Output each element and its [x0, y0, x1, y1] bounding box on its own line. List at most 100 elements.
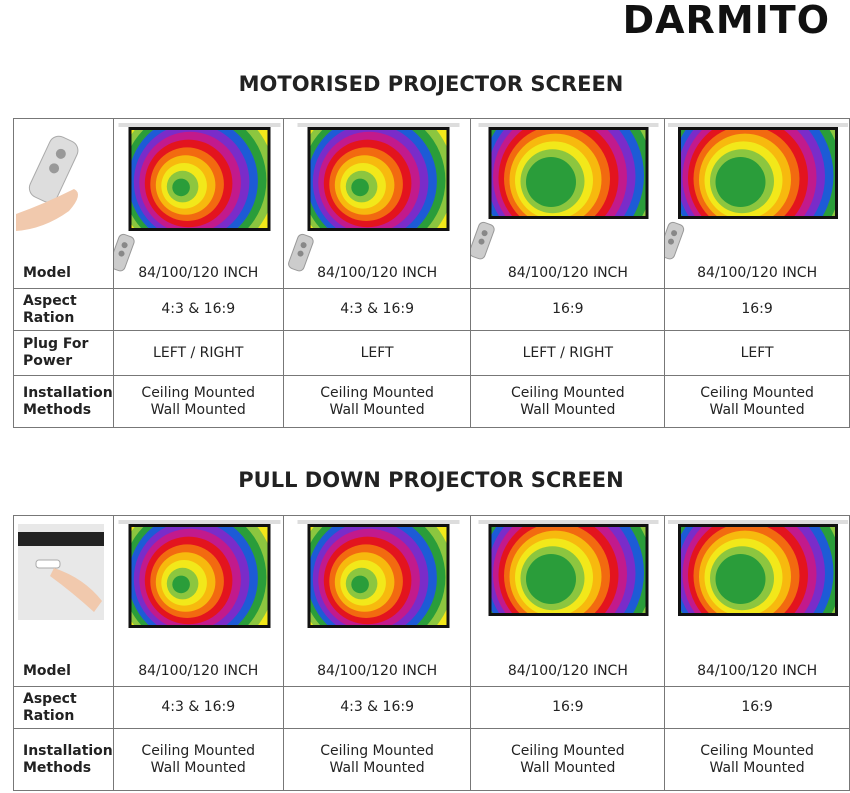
- cell: LEFT / RIGHT: [470, 330, 666, 376]
- cell-text: Ceiling Mounted Wall Mounted: [665, 743, 849, 777]
- cell-text: 84/100/120 INCH: [114, 663, 283, 680]
- cell-line: Ceiling Mounted: [700, 384, 814, 401]
- cell-text: 84/100/120 INCH: [471, 663, 664, 680]
- cell: LEFT / RIGHT: [112, 330, 284, 376]
- cell-line: Ceiling Mounted: [700, 742, 814, 759]
- cell-line: 84/100/120 INCH: [317, 663, 438, 679]
- cell: 4:3 & 16:9: [112, 686, 284, 729]
- cell: 84/100/120 INCH: [470, 118, 666, 289]
- table-row: Aspect Ration 4:3 & 16:9 4:3 & 16:9 16:9 16:…: [13, 686, 850, 729]
- cell-line: 84/100/120 INCH: [138, 663, 259, 679]
- cell-line: 84/100/120 INCH: [697, 663, 818, 679]
- cell-text: 4:3 & 16:9: [114, 301, 283, 318]
- cell-text: Ceiling Mounted Wall Mounted: [665, 385, 849, 419]
- cell-text: 84/100/120 INCH: [114, 265, 283, 282]
- cell-line: 16:9: [552, 699, 584, 715]
- cell: 84/100/120 INCH: [664, 118, 850, 289]
- cell-text: 4:3 & 16:9: [114, 699, 283, 716]
- screen-image: [297, 520, 460, 628]
- screen-image: [478, 520, 659, 616]
- cell: 4:3 & 16:9: [282, 686, 472, 729]
- cell: Ceiling Mounted Wall Mounted: [282, 728, 472, 791]
- cell: Ceiling Mounted Wall Mounted: [664, 728, 850, 791]
- cell: 84/100/120 INCH: [112, 515, 284, 687]
- remote-image: [16, 135, 79, 231]
- table-row: Installation Methods Ceiling Mounted Wall …: [13, 375, 850, 428]
- cell-line: Wall Mounted: [329, 759, 425, 776]
- cell-line: 4:3 & 16:9: [340, 699, 414, 715]
- cell: LEFT: [282, 330, 472, 376]
- table-row: Plug For Power LEFT / RIGHT LEFT LEFT / RIG…: [13, 330, 850, 376]
- cell: Ceiling Mounted Wall Mounted: [112, 375, 284, 428]
- cell-text: 16:9: [665, 301, 849, 318]
- cell: Ceiling Mounted Wall Mounted: [470, 375, 666, 428]
- cell-line: 84/100/120 INCH: [317, 265, 438, 281]
- pull-image: [18, 524, 104, 620]
- row-label-text: Model: [23, 265, 71, 281]
- cell-text: Ceiling Mounted Wall Mounted: [114, 743, 283, 777]
- cell: 4:3 & 16:9: [112, 288, 284, 331]
- cell-text: LEFT / RIGHT: [114, 345, 283, 362]
- table-row: Installation Methods Ceiling Mounted Wall …: [13, 728, 850, 791]
- cell: 16:9: [664, 288, 850, 331]
- cell-line: LEFT / RIGHT: [522, 344, 614, 361]
- cell: 84/100/120 INCH: [112, 118, 284, 289]
- cell-line: Ceiling Mounted: [320, 742, 434, 759]
- cell: Ceiling Mounted Wall Mounted: [282, 375, 472, 428]
- cell-line: Wall Mounted: [709, 759, 805, 776]
- cell-line: 4:3 & 16:9: [161, 301, 236, 317]
- cell: LEFT: [664, 330, 850, 376]
- cell-text: 84/100/120 INCH: [284, 663, 471, 680]
- cell-text: 4:3 & 16:9: [284, 301, 471, 318]
- cell-text: 16:9: [471, 301, 664, 318]
- section-title: MOTORISED PROJECTOR SCREEN: [238, 72, 624, 96]
- cell-line: Ceiling Mounted: [141, 742, 256, 759]
- cell-text: LEFT / RIGHT: [471, 345, 664, 362]
- row-label: Model: [13, 515, 114, 687]
- screen-image: [665, 123, 849, 260]
- cell-line: 84/100/120 INCH: [507, 663, 628, 679]
- cell-line: Wall Mounted: [150, 401, 246, 418]
- cell-line: Wall Mounted: [520, 759, 616, 776]
- cell: 84/100/120 INCH: [282, 515, 472, 687]
- cell-text: 16:9: [471, 699, 664, 716]
- screen-image: [287, 123, 460, 272]
- cell-line: Wall Mounted: [329, 401, 425, 418]
- cell-text: Ceiling Mounted Wall Mounted: [471, 385, 664, 419]
- section-title: PULL DOWN PROJECTOR SCREEN: [238, 468, 624, 492]
- cell-text: Ceiling Mounted Wall Mounted: [114, 385, 283, 419]
- cell-line: 16:9: [741, 301, 773, 317]
- cell: Ceiling Mounted Wall Mounted: [664, 375, 850, 428]
- spec-table: Model 84/100/120 INCH 84/100/120 INCH 84/10…: [13, 515, 850, 791]
- spec-table: Model 84/100/120 INCH 84/100/120 INCH 84/10…: [13, 118, 850, 428]
- cell: Ceiling Mounted Wall Mounted: [470, 728, 666, 791]
- cell-text: Ceiling Mounted Wall Mounted: [284, 743, 471, 777]
- row-label-text: Model: [23, 663, 71, 679]
- table-row: Model 84/100/120 INCH 84/100/120 INCH 84/10…: [13, 118, 850, 289]
- cell-line: LEFT: [740, 344, 774, 361]
- cell-line: Wall Mounted: [150, 759, 246, 776]
- row-label: Model: [13, 118, 114, 289]
- cell: 84/100/120 INCH: [664, 515, 850, 687]
- cell-line: LEFT / RIGHT: [153, 344, 244, 361]
- cell-text: 16:9: [665, 699, 849, 716]
- cell-line: 4:3 & 16:9: [340, 301, 414, 317]
- cell: 16:9: [664, 686, 850, 729]
- screen-image: [118, 520, 281, 628]
- cell-text: 4:3 & 16:9: [284, 699, 471, 716]
- cell-line: 4:3 & 16:9: [161, 699, 236, 715]
- cell-text: Ceiling Mounted Wall Mounted: [471, 743, 664, 777]
- cell: Ceiling Mounted Wall Mounted: [112, 728, 284, 791]
- cell-line: Ceiling Mounted: [141, 384, 256, 401]
- cell-text: LEFT: [665, 345, 849, 362]
- screen-image: [471, 123, 659, 260]
- cell-text: 84/100/120 INCH: [665, 265, 849, 282]
- cell-line: Ceiling Mounted: [511, 742, 625, 759]
- cell-line: Ceiling Mounted: [320, 384, 434, 401]
- screen-image: [113, 123, 281, 272]
- cell: 4:3 & 16:9: [282, 288, 472, 331]
- cell-text: LEFT: [284, 345, 471, 362]
- cell-line: 84/100/120 INCH: [697, 265, 818, 281]
- table-row: Model 84/100/120 INCH 84/100/120 INCH 84/10…: [13, 515, 850, 687]
- cell-line: 16:9: [552, 301, 584, 317]
